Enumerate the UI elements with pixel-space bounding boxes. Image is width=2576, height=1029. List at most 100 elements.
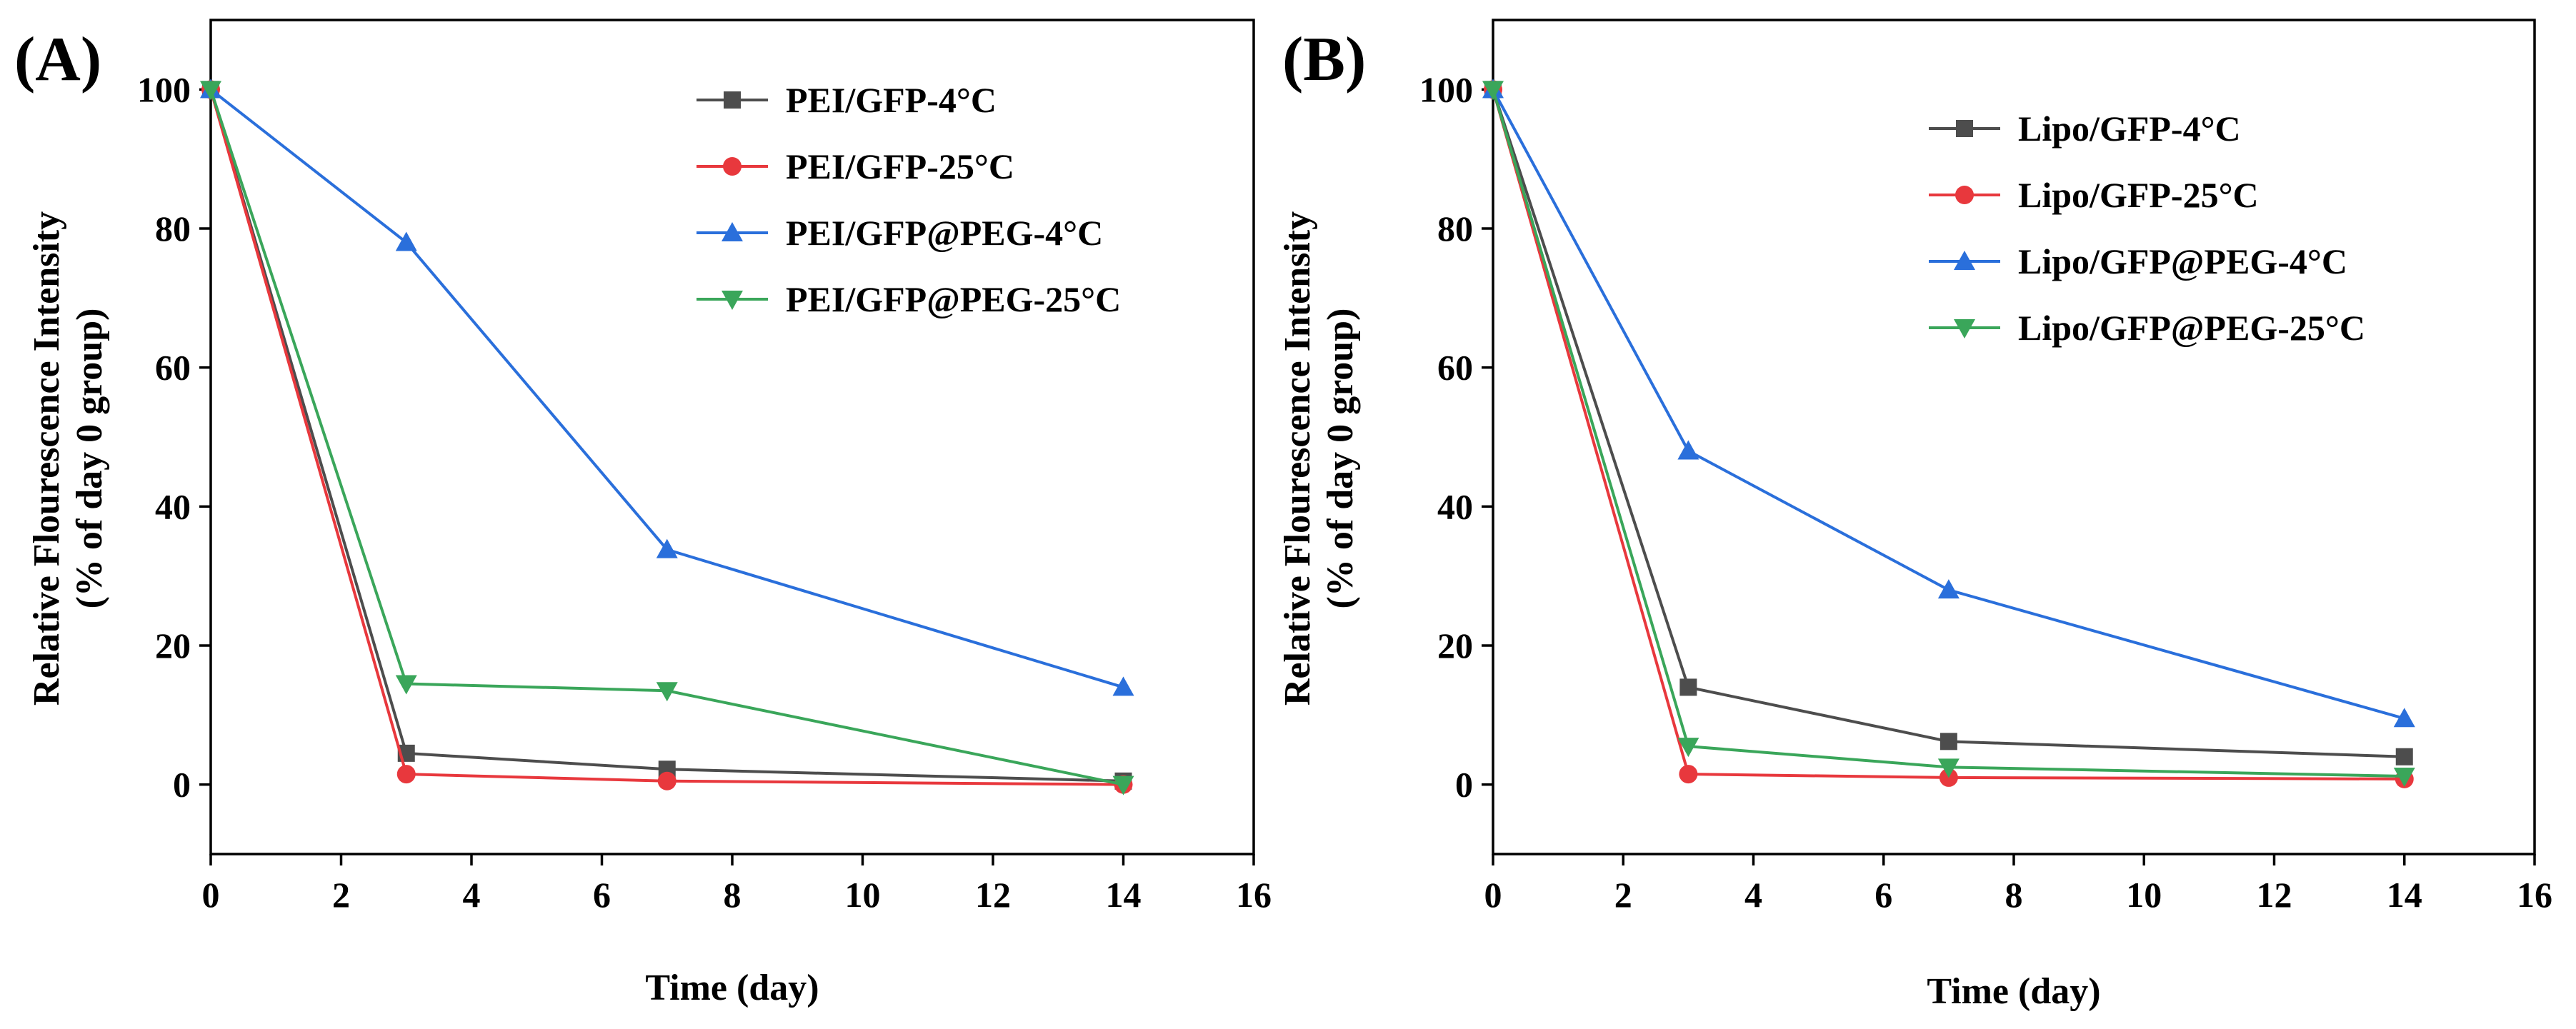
x-axis-title: Time (day)	[645, 968, 819, 1008]
x-tick-label: 6	[593, 875, 611, 915]
legend-item: PEI/GFP@PEG-25°C	[697, 279, 1121, 319]
chart-panel-a: 0 2 4 6 8 10 12 14 16 0 20 40 60 80 100 (A) Time (day) Re…	[14, 19, 1272, 1008]
series-line	[209, 88, 1124, 689]
series-line	[1492, 89, 2405, 778]
series-1	[1484, 81, 2413, 766]
legend-item: PEI/GFP-4°C	[697, 80, 997, 120]
legend-item: PEI/GFP@PEG-4°C	[697, 213, 1103, 253]
series-line	[209, 89, 1124, 786]
legend-marker	[722, 222, 743, 241]
y-tick-label: 100	[1419, 69, 1473, 109]
plot-frame	[1492, 19, 2536, 855]
plot-frame	[209, 19, 1255, 855]
data-point	[396, 765, 416, 784]
series-line	[1492, 89, 2405, 758]
y-tick-label: 0	[173, 765, 191, 805]
y-tick-label: 20	[155, 626, 191, 666]
data-point	[1937, 579, 1960, 599]
x-tick-label: 14	[2387, 875, 2422, 915]
data-point	[200, 81, 221, 101]
data-point	[1677, 738, 1699, 758]
panel-label: (A)	[14, 25, 101, 94]
data-point	[657, 771, 677, 790]
y-tick-label: 60	[1437, 348, 1473, 388]
legend-label: PEI/GFP@PEG-25°C	[786, 279, 1121, 319]
data-point	[656, 682, 678, 702]
legend-marker	[722, 291, 743, 310]
data-point	[1112, 676, 1134, 696]
series-line	[1492, 89, 2405, 721]
series-4	[200, 81, 1134, 795]
series-line	[209, 89, 1124, 783]
data-point	[1940, 733, 1957, 751]
x-tick-label: 16	[1236, 875, 1272, 915]
data-point	[1482, 81, 1504, 101]
legend-item: Lipo/GFP-4°C	[1929, 109, 2241, 149]
x-tick-label: 2	[332, 875, 350, 915]
y-axis-title: Relative Flourescence Intensity	[1277, 211, 1318, 706]
legend-item: Lipo/GFP@PEG-25°C	[1929, 308, 2365, 348]
legend-marker	[1956, 120, 1973, 137]
x-tick-label: 4	[463, 875, 481, 915]
series-4	[1482, 81, 2415, 787]
data-point	[656, 538, 678, 558]
data-point	[395, 231, 417, 251]
y-tick-label: 100	[137, 69, 191, 109]
legend-label: PEI/GFP@PEG-4°C	[786, 213, 1103, 253]
panel-label: (B)	[1282, 25, 1366, 94]
data-point	[1679, 765, 1698, 784]
legend-marker	[1954, 251, 1975, 270]
legend-label: PEI/GFP-25°C	[786, 146, 1014, 186]
y-axis-subtitle: (% of day 0 group)	[1320, 308, 1361, 609]
legend-label: Lipo/GFP-25°C	[2018, 175, 2259, 215]
legend-item: PEI/GFP-25°C	[697, 146, 1014, 186]
x-tick-label: 16	[2517, 875, 2552, 915]
x-tick-label: 12	[2257, 875, 2292, 915]
legend-item: Lipo/GFP@PEG-4°C	[1929, 241, 2347, 281]
legend-marker	[724, 91, 741, 109]
legend-marker	[1954, 319, 1975, 338]
y-tick-label: 80	[155, 209, 191, 249]
legend-marker	[723, 157, 742, 176]
legend-label: Lipo/GFP@PEG-4°C	[2018, 241, 2347, 281]
x-tick-label: 0	[202, 875, 220, 915]
x-tick-label: 8	[2005, 875, 2023, 915]
legend-item: Lipo/GFP-25°C	[1929, 175, 2259, 215]
x-tick-label: 10	[2126, 875, 2162, 915]
data-point	[395, 675, 417, 695]
chart-panel-b: 0 2 4 6 8 10 12 14 16 0 20 40 60 80 100 (B) Time (day) Re…	[1277, 19, 2552, 1012]
x-tick-label: 0	[1484, 875, 1502, 915]
x-tick-label: 14	[1106, 875, 1142, 915]
y-tick-label: 0	[1455, 765, 1473, 805]
x-tick-label: 4	[1744, 875, 1762, 915]
legend: PEI/GFP-4°C PEI/GFP-25°C PEI/GFP@PEG-4°C PE…	[697, 80, 1121, 319]
y-tick-label: 80	[1437, 209, 1473, 249]
legend: Lipo/GFP-4°C Lipo/GFP-25°C Lipo/GFP@PEG-4°…	[1929, 109, 2365, 348]
x-axis-title: Time (day)	[1927, 971, 2100, 1012]
series-3	[200, 79, 1134, 696]
legend-label: Lipo/GFP-4°C	[2018, 109, 2241, 149]
data-point	[2395, 748, 2413, 766]
legend-marker	[1955, 186, 1974, 204]
series-line	[209, 89, 1124, 786]
data-point	[2393, 708, 2415, 728]
series-3	[1482, 79, 2415, 728]
x-tick-label: 10	[845, 875, 881, 915]
data-point	[1679, 678, 1697, 696]
x-tick-label: 2	[1614, 875, 1632, 915]
series-line	[1492, 89, 2405, 780]
y-tick-label: 20	[1437, 626, 1473, 666]
y-tick-label: 40	[155, 486, 191, 526]
x-tick-label: 8	[724, 875, 742, 915]
y-axis-subtitle: (% of day 0 group)	[69, 308, 110, 609]
data-point	[1112, 775, 1134, 795]
y-tick-label: 40	[1437, 486, 1473, 526]
y-tick-label: 60	[155, 348, 191, 388]
data-point	[1677, 440, 1699, 460]
legend-label: Lipo/GFP@PEG-25°C	[2018, 308, 2365, 348]
x-tick-label: 6	[1874, 875, 1892, 915]
data-point	[1937, 758, 1960, 778]
x-tick-label: 12	[975, 875, 1011, 915]
data-point	[2393, 767, 2415, 787]
